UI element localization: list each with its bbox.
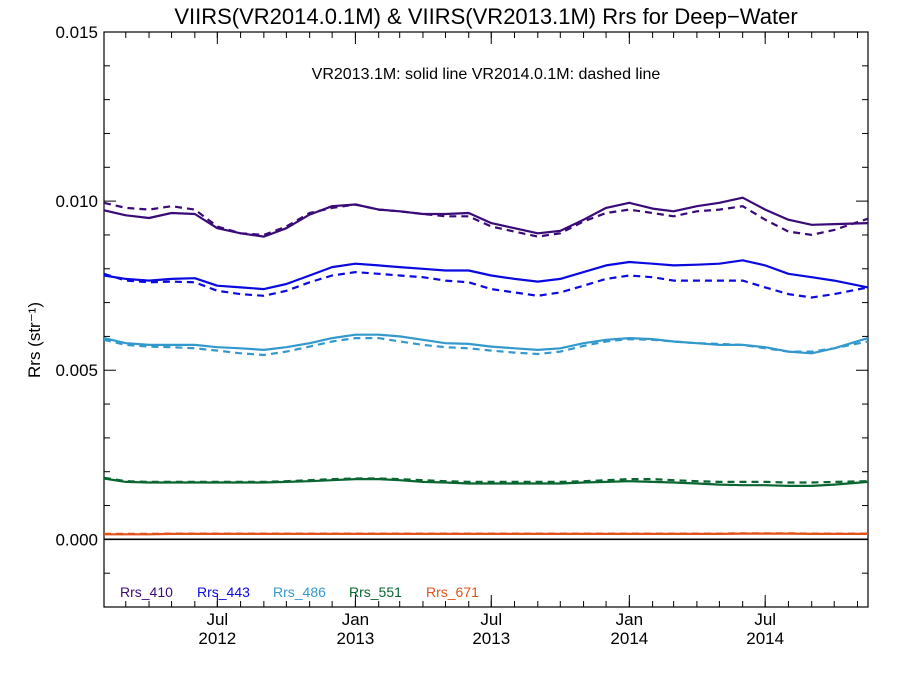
series-line-rrs-410-dashed [103, 201, 869, 238]
y-tick-label: 0.000 [55, 530, 98, 549]
x-tick-year-label: 2013 [472, 629, 510, 648]
legend: Rrs_410 Rrs_443 Rrs_486 Rrs_551 Rrs_671 [120, 584, 479, 600]
x-tick-year-label: 2014 [746, 629, 784, 648]
series-layer [103, 196, 869, 536]
y-axis-label: Rrs (str⁻¹) [25, 302, 44, 378]
legend-entry-rrs-486: Rrs_486 [273, 584, 326, 600]
legend-entry-rrs-410: Rrs_410 [120, 584, 173, 600]
y-axis: 0.000 0.005 0.010 0.015 [55, 23, 868, 608]
x-tick-month-label: Jul [206, 610, 228, 629]
x-tick-month-label: Jan [616, 610, 643, 629]
x-tick-year-label: 2013 [337, 629, 375, 648]
x-tick-month-label: Jul [480, 610, 502, 629]
plot-area [103, 31, 869, 608]
x-tick-month-label: Jul [754, 610, 776, 629]
legend-entry-rrs-671: Rrs_671 [426, 584, 479, 600]
y-tick-label: 0.010 [55, 192, 98, 211]
y-tick-label: 0.015 [55, 23, 98, 42]
chart-annotation: VR2013.1M: solid line VR2014.0.1M: dashe… [312, 66, 661, 83]
series-line-rrs-671-dashed [104, 532, 868, 536]
x-tick-year-label: 2012 [198, 629, 236, 648]
series-line-rrs-443-dashed [103, 271, 869, 299]
y-tick-label: 0.005 [55, 361, 98, 380]
plot-frame [103, 31, 869, 608]
legend-entry-rrs-551: Rrs_551 [349, 584, 402, 600]
series-line-rrs-443-solid [103, 259, 869, 291]
series-line-rrs-551-dashed [103, 476, 869, 484]
x-tick-year-label: 2014 [610, 629, 648, 648]
x-tick-month-label: Jan [342, 610, 369, 629]
series-line-rrs-486-dashed [103, 337, 869, 357]
chart-title: VIIRS(VR2014.0.1M) & VIIRS(VR2013.1M) Rr… [174, 4, 797, 29]
series-line-rrs-486-solid [103, 333, 869, 355]
series-line-rrs-410-solid [103, 196, 869, 238]
legend-entry-rrs-443: Rrs_443 [197, 584, 250, 600]
